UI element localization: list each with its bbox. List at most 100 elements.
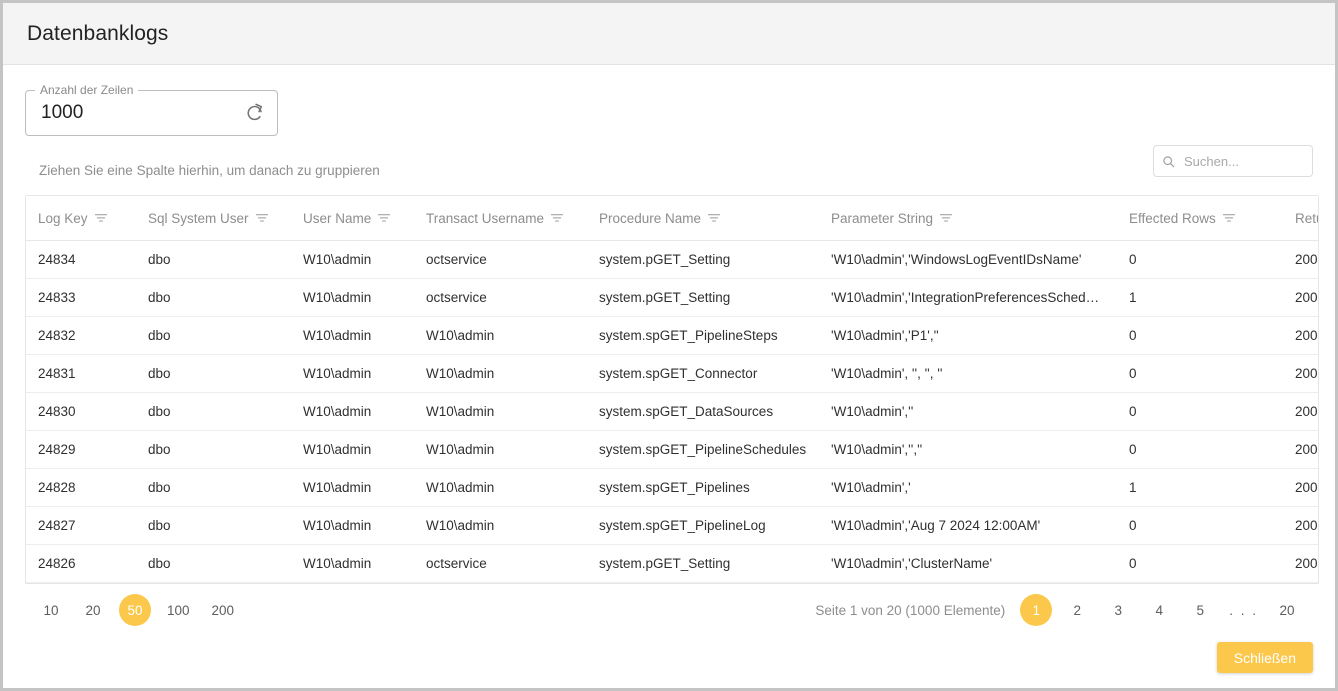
dialog-content: Anzahl der Zeilen Ziehen Sie eine Spalte… xyxy=(3,65,1335,688)
cell-procedure: system.pGET_Setting xyxy=(587,544,819,583)
cell-effected_rows: 0 xyxy=(1117,354,1283,393)
grouping-panel[interactable]: Ziehen Sie eine Spalte hierhin, um danac… xyxy=(25,145,1313,184)
cell-procedure: system.pGET_Setting xyxy=(587,240,819,279)
table-row[interactable]: 24826 dbo W10\admin octservice system.pGET_S… xyxy=(26,544,1318,583)
cell-return_code: 200 xyxy=(1283,278,1318,317)
search-box[interactable] xyxy=(1153,145,1313,177)
table-row[interactable]: 24829 dbo W10\admin W10\admin system.spGET_P… xyxy=(26,430,1318,469)
cell-effected_rows: 0 xyxy=(1117,240,1283,279)
cell-user_name: W10\admin xyxy=(291,506,414,545)
filter-icon[interactable] xyxy=(551,211,564,226)
cell-transact_user: octservice xyxy=(414,544,587,583)
page-ellipsis: . . . xyxy=(1229,602,1258,618)
pagination-bar: 10 20 50 100 200 Seite 1 von 20 (1000 Elemen… xyxy=(25,584,1313,636)
column-header-transact_user[interactable]: Transact Username xyxy=(414,196,587,241)
cell-sql_user: dbo xyxy=(136,468,291,507)
cell-transact_user: W10\admin xyxy=(414,506,587,545)
rows-count-field: Anzahl der Zeilen xyxy=(25,84,278,136)
column-header-log_key[interactable]: Log Key xyxy=(26,196,136,241)
column-header-return_code[interactable]: Return Code xyxy=(1283,196,1318,241)
page-size-100[interactable]: 100 xyxy=(161,594,196,626)
refresh-icon-button[interactable] xyxy=(240,98,270,128)
cell-return_code: 200 xyxy=(1283,544,1318,583)
column-header-parameter[interactable]: Parameter String xyxy=(819,196,1117,241)
column-header-inner: Return Code xyxy=(1295,211,1318,226)
cell-procedure: system.spGET_Pipelines xyxy=(587,468,819,507)
cell-return_code: 200 xyxy=(1283,468,1318,507)
filter-icon[interactable] xyxy=(255,211,268,226)
table-row[interactable]: 24827 dbo W10\admin W10\admin system.spGET_P… xyxy=(26,506,1318,545)
page-size-20[interactable]: 20 xyxy=(77,594,109,626)
cell-user_name: W10\admin xyxy=(291,354,414,393)
page-number-3[interactable]: 3 xyxy=(1102,594,1134,626)
close-button[interactable]: Schließen xyxy=(1216,642,1313,673)
page-size-selector: 10 20 50 100 200 xyxy=(35,594,240,626)
cell-effected_rows: 0 xyxy=(1117,316,1283,355)
grouping-hint: Ziehen Sie eine Spalte hierhin, um danac… xyxy=(39,162,380,178)
cell-effected_rows: 0 xyxy=(1117,506,1283,545)
rows-count-input[interactable] xyxy=(25,90,241,136)
data-grid-scroll[interactable]: Log Key Sql System User User Name Transact … xyxy=(26,196,1318,583)
cell-parameter: 'W10\admin',' xyxy=(819,468,1117,507)
cell-effected_rows: 0 xyxy=(1117,392,1283,431)
column-header-inner: Transact Username xyxy=(426,210,564,226)
cell-user_name: W10\admin xyxy=(291,468,414,507)
cell-parameter: 'W10\admin', '', '', '' xyxy=(819,354,1117,393)
filter-icon[interactable] xyxy=(708,211,721,226)
cell-return_code: 200 xyxy=(1283,316,1318,355)
column-header-label: Transact Username xyxy=(426,210,545,226)
pagination-info: Seite 1 von 20 (1000 Elemente) xyxy=(815,602,1006,618)
column-header-label: Return Code xyxy=(1295,210,1318,226)
page-size-200[interactable]: 200 xyxy=(206,594,241,626)
column-header-procedure[interactable]: Procedure Name xyxy=(587,196,819,241)
table-row[interactable]: 24832 dbo W10\admin W10\admin system.spGET_P… xyxy=(26,316,1318,355)
cell-sql_user: dbo xyxy=(136,354,291,393)
filter-icon[interactable] xyxy=(940,211,953,226)
table-body: 24834 dbo W10\admin octservice system.pGET_S… xyxy=(26,240,1318,583)
page-number-2[interactable]: 2 xyxy=(1061,594,1093,626)
table-row[interactable]: 24831 dbo W10\admin W10\admin system.spGET_C… xyxy=(26,354,1318,393)
cell-return_code: 200 xyxy=(1283,506,1318,545)
filter-icon[interactable] xyxy=(1222,211,1235,226)
column-header-inner: Parameter String xyxy=(831,211,953,226)
page-number-1[interactable]: 1 xyxy=(1020,594,1053,626)
table-row[interactable]: 24830 dbo W10\admin W10\admin system.spGET_D… xyxy=(26,392,1318,431)
column-header-sql_user[interactable]: Sql System User xyxy=(136,196,291,241)
column-header-inner: Sql System User xyxy=(148,211,268,226)
page-size-10[interactable]: 10 xyxy=(35,594,67,626)
page-number-last[interactable]: 20 xyxy=(1271,594,1303,626)
cell-return_code: 200 xyxy=(1283,240,1318,279)
cell-effected_rows: 1 xyxy=(1117,468,1283,507)
cell-sql_user: dbo xyxy=(136,278,291,317)
filter-icon[interactable] xyxy=(378,211,391,226)
cell-log_key: 24828 xyxy=(26,468,136,507)
column-header-user_name[interactable]: User Name xyxy=(291,196,414,241)
table-row[interactable]: 24834 dbo W10\admin octservice system.pGET_S… xyxy=(26,240,1318,279)
cell-transact_user: W10\admin xyxy=(414,316,587,355)
page-size-50[interactable]: 50 xyxy=(119,594,151,626)
search-input[interactable] xyxy=(1182,152,1304,170)
table-row[interactable]: 24828 dbo W10\admin W10\admin system.spGET_P… xyxy=(26,468,1318,507)
cell-log_key: 24826 xyxy=(26,544,136,583)
column-header-effected_rows[interactable]: Effected Rows xyxy=(1117,196,1283,241)
page-number-5[interactable]: 5 xyxy=(1184,594,1216,626)
table-row[interactable]: 24833 dbo W10\admin octservice system.pGET_S… xyxy=(26,278,1318,317)
page-number-4[interactable]: 4 xyxy=(1143,594,1175,626)
cell-user_name: W10\admin xyxy=(291,430,414,469)
data-grid: Log Key Sql System User User Name Transact … xyxy=(25,195,1319,584)
filter-icon[interactable] xyxy=(94,211,107,226)
cell-transact_user: W10\admin xyxy=(414,430,587,469)
cell-procedure: system.pGET_Setting xyxy=(587,278,819,317)
cell-log_key: 24827 xyxy=(26,506,136,545)
cell-sql_user: dbo xyxy=(136,316,291,355)
cell-parameter: 'W10\admin','WindowsLogEventIDsName' xyxy=(819,240,1117,279)
cell-user_name: W10\admin xyxy=(291,544,414,583)
refresh-icon xyxy=(244,102,266,124)
cell-return_code: 200 xyxy=(1283,354,1318,393)
cell-effected_rows: 0 xyxy=(1117,430,1283,469)
cell-user_name: W10\admin xyxy=(291,240,414,279)
cell-return_code: 200 xyxy=(1283,392,1318,431)
cell-return_code: 200 xyxy=(1283,430,1318,469)
